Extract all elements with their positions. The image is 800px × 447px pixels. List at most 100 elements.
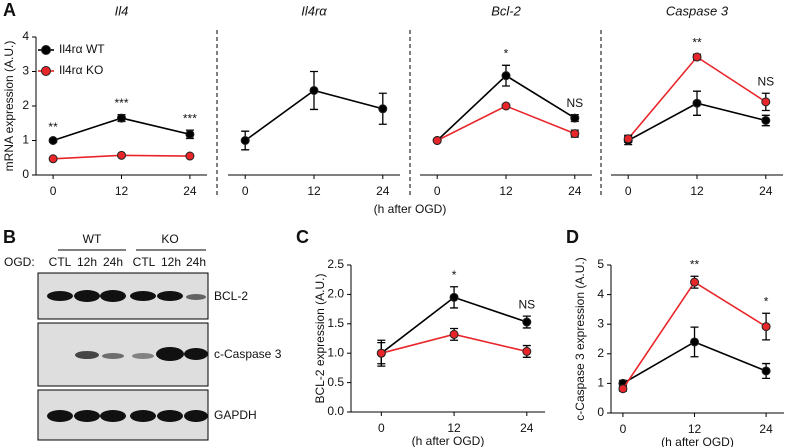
x-tick-label: 12 (307, 184, 321, 198)
marker (449, 329, 459, 339)
marker (570, 113, 580, 123)
series-line (436, 105, 576, 142)
marker (240, 136, 250, 145)
band (47, 410, 73, 422)
bands (47, 290, 208, 422)
annotation: NS (757, 74, 774, 88)
y-tick-label: 0 (22, 167, 29, 181)
x-tick-label: 12 (115, 184, 129, 198)
x-tick-label: 12 (499, 184, 513, 198)
subplot-title: Il4 (115, 3, 129, 18)
annotation: * (504, 46, 509, 60)
marker (690, 277, 700, 287)
panel-label: C (296, 227, 309, 247)
marker (522, 346, 532, 356)
lane-label: 12h (161, 255, 181, 269)
x-tick-label: 24 (759, 422, 773, 436)
x-tick-label: 0 (620, 422, 627, 436)
annotation: * (764, 294, 769, 308)
lane-label: CTL (133, 255, 156, 269)
lane-label: CTL (49, 255, 72, 269)
band (184, 348, 208, 360)
panel-label: B (3, 227, 16, 247)
marker (761, 97, 771, 107)
marker (690, 337, 700, 347)
group-label: WT (83, 232, 102, 246)
x-tick-label: 0 (50, 184, 57, 198)
band (157, 291, 183, 301)
panel-label: D (566, 227, 579, 247)
legend-marker (41, 66, 51, 76)
marker (309, 85, 319, 95)
subplot-title: Bcl-2 (491, 3, 521, 18)
annotation: ** (692, 35, 702, 49)
x-axis-label: (h after OGD) (661, 435, 734, 447)
x-tick-label: 24 (568, 184, 582, 198)
x-tick-label: 12 (447, 421, 461, 435)
marker (761, 115, 771, 125)
band (132, 353, 154, 359)
band (130, 291, 156, 301)
y-axis-label: c-Caspase 3 expression (A.U.) (573, 257, 587, 420)
y-axis-label: mRNA expression (A.U.) (2, 41, 16, 172)
protein-label: c-Caspase 3 (214, 347, 282, 361)
marker (48, 154, 58, 164)
y-tick-label: 2.5 (327, 257, 344, 271)
marker (618, 384, 628, 394)
legend-label: Il4rα WT (59, 42, 105, 56)
marker (376, 348, 386, 358)
marker (449, 292, 459, 302)
x-tick-label: 12 (690, 184, 704, 198)
legend-marker (41, 45, 51, 55)
marker (185, 151, 195, 161)
protein-label: BCL-2 (214, 289, 248, 303)
x-axis-label: (h after OGD) (374, 202, 447, 216)
annotation: *** (183, 111, 197, 125)
annotation: NS (518, 297, 535, 311)
band (130, 410, 156, 422)
panel-label: A (3, 0, 16, 20)
y-tick-label: 4 (22, 29, 29, 43)
marker (623, 134, 633, 144)
y-tick-label: 0 (597, 405, 604, 419)
annotation: ** (690, 257, 700, 271)
band (74, 290, 100, 302)
marker (117, 113, 126, 123)
x-tick-label: 24 (520, 421, 534, 435)
x-tick-label: 24 (376, 184, 390, 198)
band (156, 347, 184, 361)
y-tick-label: 2.0 (327, 287, 344, 301)
marker (501, 71, 511, 81)
x-tick-label: 24 (759, 184, 773, 198)
marker (501, 101, 511, 111)
annotation: ** (48, 120, 58, 134)
marker (761, 366, 771, 376)
y-tick-label: 5 (597, 257, 604, 271)
protein-label: GAPDH (214, 408, 257, 422)
band (74, 410, 100, 422)
band (47, 291, 73, 301)
band (100, 410, 126, 422)
row-label: OGD: (4, 255, 35, 269)
y-axis-label: BCL-2 expression (A.U.) (313, 273, 327, 403)
y-tick-label: 1 (22, 133, 29, 147)
y-tick-label: 3 (22, 64, 29, 78)
y-tick-label: 1.0 (327, 345, 344, 359)
lane-label: 24h (186, 255, 206, 269)
marker (117, 150, 126, 160)
x-tick-label: 0 (625, 184, 632, 198)
annotation: NS (566, 96, 583, 110)
marker (692, 52, 702, 62)
marker (48, 136, 58, 145)
lane-label: 12h (77, 255, 97, 269)
y-tick-label: 1 (597, 376, 604, 390)
marker (570, 129, 580, 139)
y-tick-label: 1.5 (327, 316, 344, 330)
y-tick-label: 0.0 (327, 404, 344, 418)
group-label: KO (161, 232, 178, 246)
legend-label: Il4rα KO (59, 63, 103, 77)
x-tick-label: 0 (378, 421, 385, 435)
subplot-title: Il4rα (301, 3, 327, 18)
y-tick-label: 2 (22, 98, 29, 112)
